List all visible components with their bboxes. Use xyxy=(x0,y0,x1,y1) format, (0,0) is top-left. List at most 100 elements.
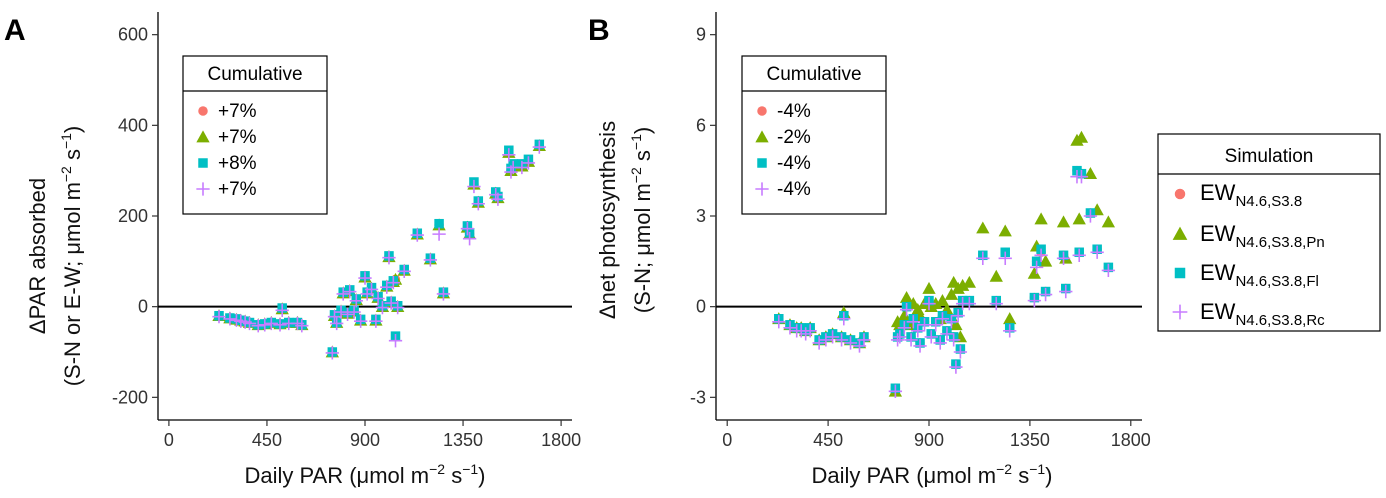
panel-a-point xyxy=(264,316,278,331)
simulation-legend-title: Simulation xyxy=(1225,146,1314,167)
panel-b-x-tick-label: 0 xyxy=(722,430,732,450)
panel-b-point xyxy=(1074,170,1089,184)
panel-a-point xyxy=(467,179,481,194)
panel-b-legend-marker-1 xyxy=(757,106,767,116)
panel-b-legend-value-4: -4% xyxy=(777,179,811,200)
panel-a-point xyxy=(334,305,348,319)
simulation-legend-item-1: EWN4.6,S3.8 xyxy=(1200,180,1302,210)
panel-a-legend-value-4: +7% xyxy=(218,179,257,200)
panel-b-point xyxy=(1074,130,1089,143)
panel-a-point xyxy=(432,227,446,241)
panel-b-point xyxy=(989,296,1003,311)
panel-a-point xyxy=(330,316,344,331)
panel-b-legend-value-1: -4% xyxy=(777,101,811,122)
panel-b-point xyxy=(819,333,833,347)
panel-b-point xyxy=(924,330,938,344)
panel-b-xlabel: Daily PAR (μmol m−2 s−1) xyxy=(811,461,1052,488)
panel-b-point xyxy=(1083,209,1098,223)
panel-a-legend-marker-2 xyxy=(196,130,210,143)
panel-b-point xyxy=(953,345,968,359)
panel-b-point xyxy=(998,224,1012,237)
panel-a-point xyxy=(251,319,265,333)
panel-b-point xyxy=(917,318,932,332)
panel-b-x-tick-label: 1350 xyxy=(1010,430,1050,450)
panel-b-point xyxy=(1101,263,1116,278)
panel-b-letter: B xyxy=(588,14,610,47)
simulation-legend-marker-4 xyxy=(1172,304,1188,320)
panel-b-point xyxy=(1101,215,1116,228)
panel-b-point xyxy=(843,336,858,350)
panel-a-legend-value-2: +7% xyxy=(218,127,257,148)
panel-a-point xyxy=(349,294,363,308)
simulation-legend-marker-3 xyxy=(1174,267,1186,279)
panel-a-point xyxy=(436,287,451,301)
panel-a-point xyxy=(242,316,257,331)
simulation-legend-item-2: EWN4.6,S3.8,Pn xyxy=(1200,221,1325,251)
panel-b-point xyxy=(976,251,990,265)
panel-b-legend-title: Cumulative xyxy=(766,64,861,85)
panel-a-point xyxy=(358,271,372,285)
panel-a-legend-marker-3 xyxy=(198,158,208,168)
panel-b-y-tick-label: 6 xyxy=(696,115,706,135)
panel-b-point xyxy=(944,287,959,300)
panel-b-legend-marker-4 xyxy=(755,182,769,196)
panel-a-x-tick-label: 900 xyxy=(350,430,380,450)
panel-b-x-axis-title: Daily PAR (μmol m−2 s−1) xyxy=(811,461,1052,488)
panel-b-point xyxy=(1029,260,1044,275)
panel-b-point xyxy=(888,384,903,398)
panel-b-point xyxy=(989,269,1003,282)
panel-b-legend-box xyxy=(741,55,887,215)
panel-a-point xyxy=(325,346,339,360)
panel-b-y-tick-label: 0 xyxy=(696,297,706,317)
panel-b-point xyxy=(962,275,977,288)
panel-b-point xyxy=(947,333,961,347)
panel-b-point xyxy=(783,321,797,335)
panel-b-point xyxy=(998,251,1012,265)
panel-a-point xyxy=(295,319,309,333)
panel-b-point xyxy=(1034,212,1048,225)
panel-b-point xyxy=(922,281,936,294)
panel-b-point xyxy=(772,315,786,329)
panel-b-point xyxy=(962,296,977,311)
panel-b-point xyxy=(1038,254,1053,267)
panel-a-point xyxy=(460,222,475,236)
panel-b-point xyxy=(1034,248,1048,262)
simulation-legend: Simulation EWN4.6,S3.8 EWN4.6,S3.8,Pn EW… xyxy=(1157,133,1381,332)
panel-b-point xyxy=(1090,245,1104,259)
panel-b-point xyxy=(1003,324,1017,338)
panel-a-point xyxy=(397,264,411,278)
panel-b-y-tick-label: 3 xyxy=(696,206,706,226)
panel-b-point xyxy=(812,336,826,350)
panel-a-y-axis-title-2: (S-N or E-W; μmol m−2 s−1) xyxy=(58,126,85,387)
simulation-legend-markers xyxy=(1172,188,1188,320)
panel-a-ylabel-line1: ΔPAR absorbed xyxy=(25,178,50,334)
panel-b-x-tick-label: 450 xyxy=(813,430,843,450)
panel-a-x-tick-label: 1800 xyxy=(541,430,581,450)
panel-b-point xyxy=(890,333,905,347)
panel-a-y-tick-label: -200 xyxy=(112,387,148,407)
panel-a-x-tick-label: 0 xyxy=(164,430,174,450)
panel-a-legend-box xyxy=(182,55,328,215)
panel-a-point xyxy=(343,285,357,299)
panel-b: B Δnet photosynthesis (S-N; μmol m−2 s−1… xyxy=(588,12,1151,488)
panel-b-point xyxy=(976,221,990,234)
panel-b-x-tick-label: 1800 xyxy=(1111,430,1151,450)
panel-b-plot-area: 9 6 3 0 -3 0 450 900 1350 1800 xyxy=(690,12,1151,450)
panel-b-point xyxy=(1059,284,1073,299)
panel-a-y-tick-label: 400 xyxy=(118,115,148,135)
panel-b-point xyxy=(922,296,936,311)
panel-a-point xyxy=(382,251,396,265)
panel-b-point xyxy=(940,327,954,341)
simulation-legend-item-3: EWN4.6,S3.8,Fl xyxy=(1200,260,1319,290)
panel-b-point xyxy=(834,333,849,347)
panel-a-xlabel: Daily PAR (μmol m−2 s−1) xyxy=(244,461,485,488)
panel-b-x-tick-label: 900 xyxy=(914,430,944,450)
panel-b-point xyxy=(911,324,925,338)
simulation-legend-box xyxy=(1157,133,1381,332)
panel-b-point xyxy=(935,312,950,326)
panel-a-point xyxy=(502,148,516,162)
panel-b-point xyxy=(944,315,959,329)
panel-a-point xyxy=(423,253,438,267)
panel-b-point xyxy=(951,309,965,323)
